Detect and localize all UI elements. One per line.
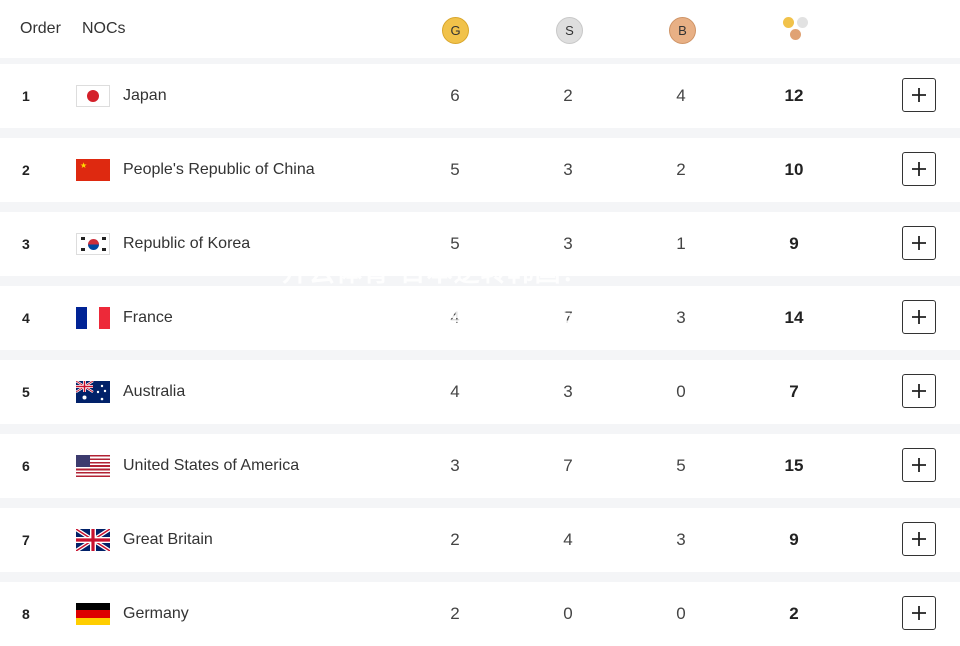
gold-count: 4 bbox=[450, 382, 460, 401]
noc-name: Great Britain bbox=[123, 531, 213, 548]
expand-row-button[interactable] bbox=[902, 78, 936, 112]
silver-count: 3 bbox=[563, 160, 573, 179]
expand-row-button[interactable] bbox=[902, 226, 936, 260]
gold-count: 2 bbox=[450, 604, 460, 623]
noc-name: Japan bbox=[123, 87, 167, 104]
noc-name: United States of America bbox=[123, 457, 300, 474]
great-britain-flag-icon bbox=[76, 529, 110, 551]
table-row: 7 Great Britain 2 4 3 9 bbox=[0, 508, 960, 572]
table-row: 8 Germany 2 0 0 2 bbox=[0, 582, 960, 646]
noc-name: People's Republic of China bbox=[123, 161, 315, 178]
germany-flag-icon bbox=[76, 603, 110, 625]
korea-flag-icon bbox=[76, 233, 110, 255]
row-order: 8 bbox=[22, 606, 30, 622]
bronze-count: 4 bbox=[676, 86, 686, 105]
australia-flag-icon bbox=[76, 381, 110, 403]
expand-row-button[interactable] bbox=[902, 522, 936, 556]
plus-icon bbox=[912, 384, 926, 398]
row-order: 6 bbox=[22, 458, 30, 474]
row-order: 2 bbox=[22, 162, 30, 178]
silver-count: 2 bbox=[563, 86, 573, 105]
noc-column-header: NOCs bbox=[82, 20, 126, 37]
expand-row-button[interactable] bbox=[902, 448, 936, 482]
china-flag-icon: ★ bbox=[76, 159, 110, 181]
total-count: 9 bbox=[789, 234, 799, 253]
japan-flag-icon bbox=[76, 85, 110, 107]
silver-count: 7 bbox=[563, 308, 573, 327]
row-order: 5 bbox=[22, 384, 30, 400]
gold-count: 5 bbox=[450, 160, 460, 179]
bronze-count: 0 bbox=[676, 382, 686, 401]
table-row: 4 France 4 7 3 14 bbox=[0, 286, 960, 350]
total-count: 15 bbox=[784, 456, 804, 475]
gold-count: 3 bbox=[450, 456, 460, 475]
expand-row-button[interactable] bbox=[902, 152, 936, 186]
table-row: 1 Japan 6 2 4 12 bbox=[0, 64, 960, 128]
silver-count: 3 bbox=[563, 234, 573, 253]
silver-count: 3 bbox=[563, 382, 573, 401]
france-flag-icon bbox=[76, 307, 110, 329]
total-count: 14 bbox=[784, 308, 804, 327]
noc-name: France bbox=[123, 309, 173, 326]
table-row: 3 Republic of Korea 5 3 1 9 bbox=[0, 212, 960, 276]
bronze-count: 2 bbox=[676, 160, 686, 179]
gold-count: 6 bbox=[450, 86, 460, 105]
row-order: 3 bbox=[22, 236, 30, 252]
bronze-count: 3 bbox=[676, 308, 686, 327]
medals-total-icon bbox=[782, 16, 810, 44]
plus-icon bbox=[912, 236, 926, 250]
table-row: 6 United States of America 3 7 5 15 bbox=[0, 434, 960, 498]
gold-medal-icon: G bbox=[442, 17, 469, 44]
gold-count: 2 bbox=[450, 530, 460, 549]
plus-icon bbox=[912, 310, 926, 324]
bronze-medal-icon: B bbox=[669, 17, 696, 44]
total-count: 12 bbox=[784, 86, 804, 105]
plus-icon bbox=[912, 162, 926, 176]
noc-name: Australia bbox=[123, 383, 186, 400]
expand-row-button[interactable] bbox=[902, 300, 936, 334]
row-order: 1 bbox=[22, 88, 30, 104]
total-count: 10 bbox=[784, 160, 804, 179]
silver-count: 4 bbox=[563, 530, 573, 549]
expand-row-button[interactable] bbox=[902, 374, 936, 408]
bronze-count: 3 bbox=[676, 530, 686, 549]
bronze-count: 5 bbox=[676, 456, 686, 475]
plus-icon bbox=[912, 532, 926, 546]
order-column-header: Order bbox=[20, 20, 61, 37]
plus-icon bbox=[912, 458, 926, 472]
total-count: 7 bbox=[789, 382, 799, 401]
row-order: 4 bbox=[22, 310, 30, 326]
bronze-count: 1 bbox=[676, 234, 686, 253]
silver-medal-icon: S bbox=[556, 17, 583, 44]
silver-count: 0 bbox=[563, 604, 573, 623]
plus-icon bbox=[912, 606, 926, 620]
table-header: Order NOCs G S B bbox=[0, 0, 960, 58]
total-count: 9 bbox=[789, 530, 799, 549]
plus-icon bbox=[912, 88, 926, 102]
noc-name: Republic of Korea bbox=[123, 235, 251, 252]
expand-row-button[interactable] bbox=[902, 596, 936, 630]
bronze-count: 0 bbox=[676, 604, 686, 623]
noc-name: Germany bbox=[123, 605, 189, 622]
silver-count: 7 bbox=[563, 456, 573, 475]
row-order: 7 bbox=[22, 532, 30, 548]
gold-count: 5 bbox=[450, 234, 460, 253]
total-count: 2 bbox=[789, 604, 799, 623]
table-row: 5 Australia 4 3 0 7 bbox=[0, 360, 960, 424]
table-row: 2 ★ People's Republic of China 5 3 2 10 bbox=[0, 138, 960, 202]
gold-count: 4 bbox=[450, 308, 460, 327]
usa-flag-icon bbox=[76, 455, 110, 477]
